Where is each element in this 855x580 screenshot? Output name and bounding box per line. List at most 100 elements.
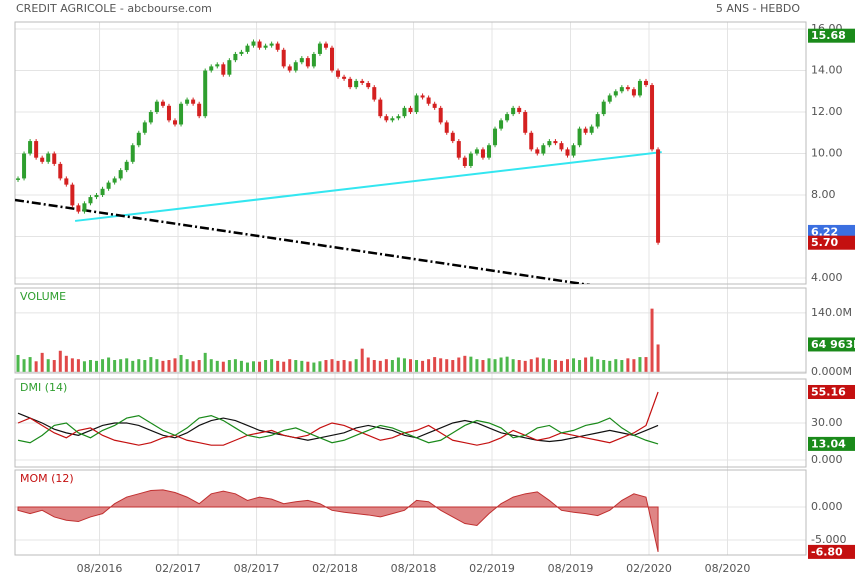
- volume-bar: [300, 360, 304, 372]
- candle: [227, 60, 232, 75]
- volume-bar: [52, 360, 56, 372]
- volume-bar: [288, 359, 292, 372]
- volume-bar: [179, 354, 183, 372]
- candle: [619, 87, 624, 92]
- candle: [613, 91, 618, 96]
- candle: [480, 149, 485, 158]
- volume-bar: [475, 359, 479, 372]
- candle: [317, 43, 322, 54]
- candle: [215, 64, 220, 67]
- volume-bar: [535, 357, 539, 372]
- candle: [505, 114, 510, 121]
- y-tick-label: 12.00: [811, 105, 843, 118]
- candle: [221, 64, 226, 75]
- candle: [311, 53, 316, 67]
- volume-bar: [602, 360, 606, 372]
- candle: [607, 95, 612, 102]
- volume-bar: [457, 357, 461, 372]
- volume-bar: [445, 359, 449, 372]
- candle: [408, 107, 413, 113]
- volume-bar: [215, 360, 219, 372]
- candle: [323, 43, 328, 48]
- candle: [523, 112, 528, 133]
- y-tick-label: 4.000: [811, 271, 843, 284]
- value-box-label: 6.22: [811, 225, 838, 238]
- candle: [263, 45, 268, 48]
- value-box: [808, 384, 855, 399]
- candle: [438, 107, 443, 123]
- x-tick-label: 02/2017: [155, 562, 201, 575]
- volume-bar: [149, 357, 153, 372]
- candle: [130, 145, 135, 162]
- volume-bar: [209, 359, 213, 372]
- volume-bar: [40, 352, 44, 372]
- volume-bar: [451, 360, 455, 372]
- volume-bar: [439, 358, 443, 372]
- x-tick-label: 08/2020: [705, 562, 751, 575]
- candle: [553, 141, 558, 144]
- volume-bar: [119, 359, 123, 372]
- volume-bar: [632, 359, 636, 372]
- candle: [58, 163, 63, 179]
- volume-bar: [547, 359, 551, 372]
- candle: [52, 153, 57, 164]
- x-tick-label: 08/2017: [234, 562, 280, 575]
- y-tick-label: 0.000: [811, 500, 843, 513]
- candle: [330, 47, 335, 71]
- trend-line: [74, 151, 662, 222]
- panel-frame: [14, 469, 807, 556]
- value-box: [808, 544, 855, 559]
- candle: [583, 128, 588, 133]
- volume-bar: [511, 359, 515, 372]
- value-box-label: -6.80: [811, 545, 843, 558]
- volume-bar: [64, 355, 68, 372]
- candle: [22, 153, 27, 179]
- volume-bar: [306, 361, 310, 372]
- volume-bar: [336, 360, 340, 372]
- volume-bar: [185, 359, 189, 372]
- volume-bar: [360, 348, 364, 372]
- volume-bar: [101, 359, 105, 372]
- candle: [499, 120, 504, 129]
- candle: [414, 95, 419, 113]
- candle: [293, 62, 298, 71]
- volume-bar: [366, 357, 370, 372]
- volume-bar: [318, 361, 322, 372]
- value-box: [808, 436, 855, 451]
- value-box: [808, 235, 855, 250]
- volume-bar: [161, 360, 165, 372]
- candle: [589, 126, 594, 133]
- candle: [197, 103, 202, 117]
- candle: [136, 132, 141, 146]
- volume-bar: [125, 358, 129, 372]
- volume-bar: [541, 358, 545, 372]
- volume-bar: [487, 358, 491, 372]
- volume-bar: [264, 360, 268, 372]
- candle: [257, 41, 262, 48]
- candle: [486, 145, 491, 158]
- candle: [239, 51, 244, 54]
- candle: [462, 157, 467, 166]
- volume-bar: [221, 361, 225, 372]
- volume-bar: [312, 362, 316, 372]
- candle: [650, 85, 655, 150]
- volume-bar: [276, 360, 280, 372]
- volume-bar: [584, 357, 588, 372]
- candle: [444, 122, 449, 133]
- volume-bar: [638, 357, 642, 372]
- candle: [82, 203, 87, 212]
- candle: [251, 41, 256, 46]
- candle: [529, 132, 534, 150]
- candle: [148, 112, 153, 123]
- volume-bar: [656, 344, 660, 372]
- x-tick-label: 02/2019: [469, 562, 515, 575]
- panel-frame: [14, 21, 807, 285]
- volume-bar: [415, 360, 419, 372]
- candle: [577, 128, 582, 146]
- candle: [336, 70, 341, 77]
- volume-bar: [197, 360, 201, 372]
- candle: [112, 178, 117, 183]
- volume-bar: [523, 360, 527, 372]
- panel-title: DMI (14): [20, 381, 67, 394]
